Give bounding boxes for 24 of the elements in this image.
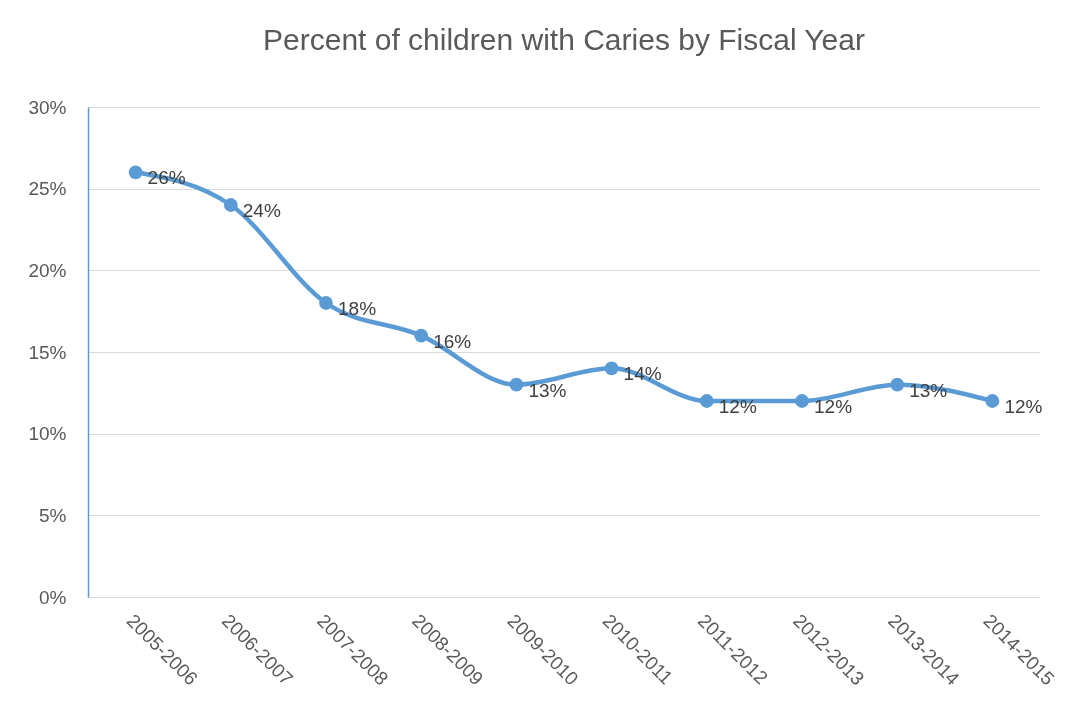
point [699, 394, 714, 408]
point [985, 394, 1000, 408]
point [414, 328, 429, 343]
y-tick-label: 15% [28, 341, 67, 363]
point [509, 377, 524, 392]
y-tick-label: 20% [28, 259, 67, 281]
y-tick-label: 5% [39, 504, 67, 526]
chart-title: Percent of children with Caries by Fiscal Year [263, 23, 865, 56]
data-label: 12% [1004, 396, 1043, 417]
data-label: 16% [433, 330, 472, 352]
data-label: 18% [338, 298, 377, 319]
y-tick-label: 10% [28, 423, 67, 445]
data-label: 24% [242, 200, 281, 221]
y-tick-label: 30% [28, 96, 67, 118]
point [128, 165, 143, 180]
point [795, 394, 809, 408]
point [319, 296, 333, 310]
data-label: 13% [528, 379, 567, 401]
y-tick-label: 25% [28, 178, 67, 200]
y-tick-label: 0% [39, 586, 67, 608]
point [604, 361, 619, 376]
data-label: 12% [814, 396, 853, 417]
point [890, 377, 905, 392]
point [223, 198, 238, 212]
